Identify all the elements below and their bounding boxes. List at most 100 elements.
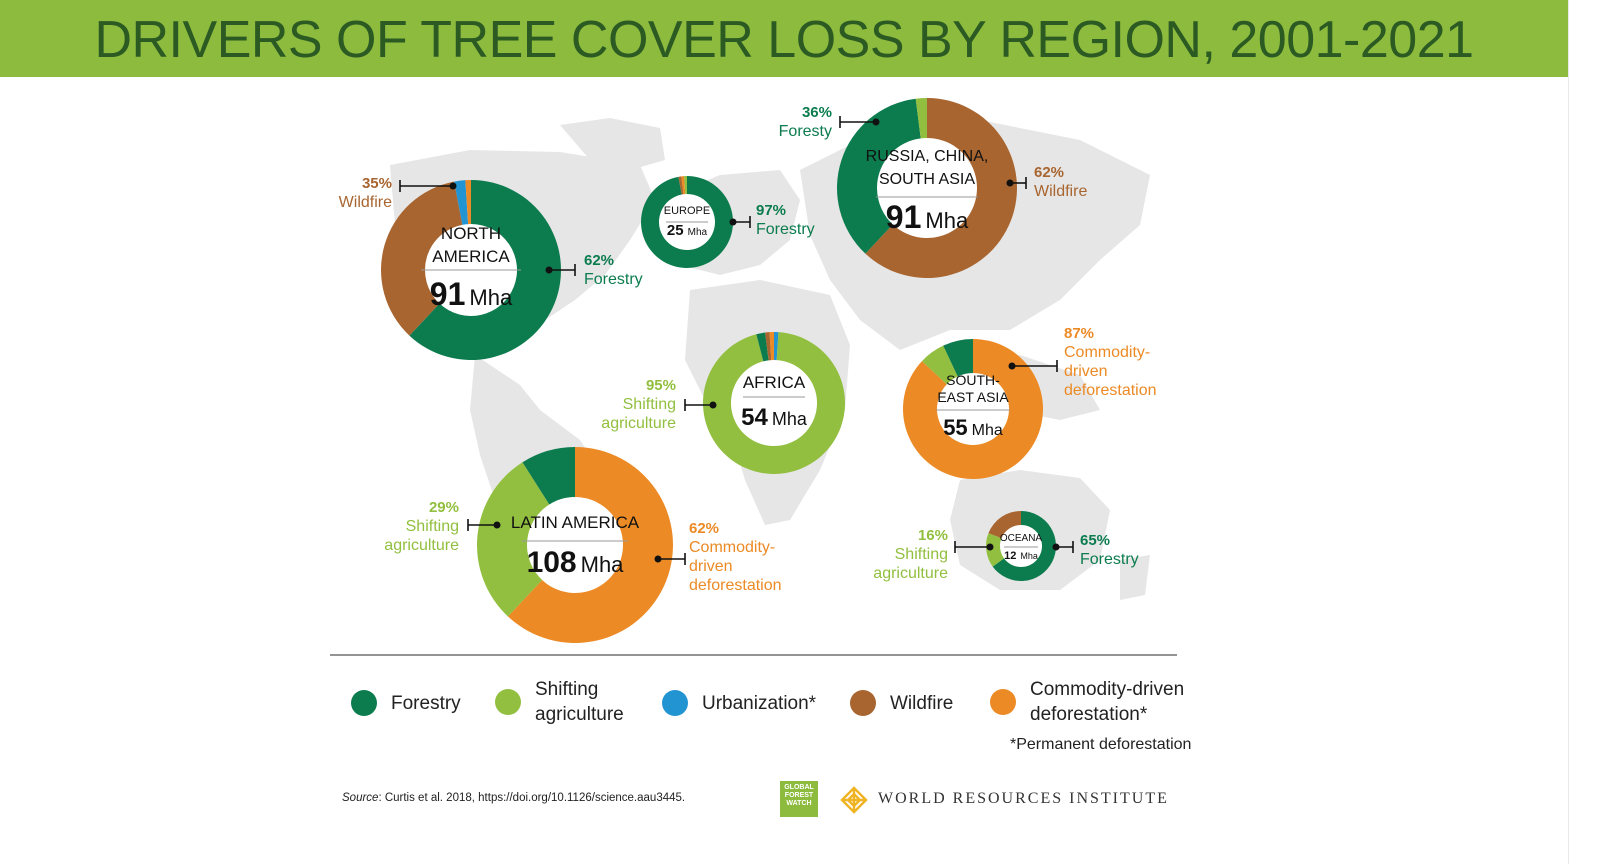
callout-percent: 36% — [802, 104, 832, 121]
region-total-unit: Mha — [925, 208, 969, 233]
callout-label: agriculture — [601, 415, 676, 432]
callout-label: agriculture — [873, 565, 948, 582]
legend-item-forestry: Forestry — [351, 690, 461, 716]
donut-hole — [857, 118, 997, 258]
legend-label-shifting-agriculture: Shifting agriculture — [535, 677, 624, 727]
legend-swatch-commodity — [990, 689, 1016, 715]
callout-dot — [872, 118, 880, 126]
callout-dot — [709, 401, 717, 409]
donut-europe: EUROPE 25 Mha 97% Forestry — [641, 176, 815, 268]
region-total-unit: Mha — [972, 422, 1003, 439]
callout-label: driven — [689, 558, 733, 575]
callout-label: Shifting — [406, 518, 459, 535]
callout-percent: 29% — [429, 499, 459, 516]
legend-swatch-urbanization — [662, 690, 688, 716]
region-total-value: 25 — [667, 222, 684, 239]
callout-label: agriculture — [384, 537, 459, 554]
region-name: EAST ASIA — [937, 389, 1009, 405]
legend-label-commodity: Commodity-driven deforestation* — [1030, 677, 1184, 727]
source-citation: Source: Curtis et al. 2018, https://doi.… — [342, 792, 685, 804]
callout-percent: 95% — [646, 377, 676, 394]
legend-label-line: deforestation* — [1030, 704, 1148, 725]
donut-latin_america: LATIN AMERICA 108 Mha 29% Shifting agricultur… — [384, 447, 782, 644]
donut-slice — [756, 332, 769, 362]
region-name: EUROPE — [664, 205, 710, 217]
callout-dot — [493, 521, 501, 529]
region-total-unit: Mha — [688, 227, 708, 238]
legend-item-urbanization: Urbanization* — [662, 690, 816, 716]
donut-hole — [993, 518, 1049, 574]
donut-slice — [380, 181, 463, 336]
legend-label-line: Shifting — [535, 679, 599, 700]
region-name: SOUTH ASIA — [879, 171, 975, 188]
region-name: OCEANA — [1000, 533, 1043, 544]
callout-percent: 62% — [584, 252, 614, 269]
donut-slice — [986, 533, 1005, 567]
region-total-value: 54 — [741, 404, 768, 431]
region-name: NORTH — [441, 224, 501, 243]
gfw-logo-line: GLOBAL — [784, 784, 814, 791]
callout-label: deforestation — [689, 577, 782, 594]
callout-label: Commodity- — [689, 539, 775, 556]
region-name: AFRICA — [743, 373, 806, 392]
donut-slice — [902, 339, 1043, 480]
donut-slice — [681, 176, 686, 195]
legend-item-commodity: Commodity-driven deforestation* — [990, 677, 1184, 727]
donut-north_america: NORTH AMERICA 91 Mha 35% Wildfire 62% Forestry — [339, 175, 643, 361]
donut-slice — [765, 332, 772, 361]
callout-label: driven — [1064, 363, 1108, 380]
donut-slice — [865, 98, 1018, 278]
donut-slice — [454, 180, 469, 225]
legend-item-wildfire: Wildfire — [850, 690, 953, 716]
callout-dot — [1052, 543, 1060, 551]
region-name: LATIN AMERICA — [511, 513, 640, 532]
callout-label: Commodity- — [1064, 344, 1150, 361]
callout-percent: 62% — [1034, 164, 1064, 181]
region-name: RUSSIA, CHINA, — [866, 148, 989, 165]
region-total-value: 91 — [886, 199, 922, 235]
donut-slice — [915, 98, 927, 139]
region-total: 25 Mha — [667, 222, 708, 239]
donut-slice — [774, 332, 779, 361]
callout-dot — [449, 182, 457, 190]
donut-slice — [702, 332, 845, 474]
legend: Forestry Shifting agriculture Urbanizati… — [340, 672, 1190, 742]
callout-label: Wildfire — [339, 194, 392, 211]
callout-label: Forestry — [756, 221, 815, 238]
legend-item-shifting-agriculture: Shifting agriculture — [495, 677, 624, 727]
wri-logo-icon — [840, 786, 868, 814]
donut-slice — [988, 511, 1021, 539]
region-total: 91 Mha — [430, 276, 513, 312]
source-prefix: Source — [342, 792, 379, 804]
legend-label-urbanization: Urbanization* — [702, 692, 817, 714]
source-text: : Curtis et al. 2018, https://doi.org/10… — [378, 792, 686, 804]
region-total: 55 Mha — [943, 415, 1003, 440]
donut-slice — [836, 98, 921, 254]
callout-dot — [986, 543, 994, 551]
callout-label: Wildfire — [1034, 183, 1087, 200]
region-total-unit: Mha — [772, 409, 808, 429]
callout-label: Forestry — [584, 271, 643, 288]
region-total-value: 12 — [1004, 550, 1016, 562]
legend-label-forestry: Forestry — [391, 692, 461, 714]
callout-dot — [729, 218, 737, 226]
legend-swatch-forestry — [351, 690, 377, 716]
callout-percent: 35% — [362, 175, 392, 192]
callout-label: Foresty — [779, 123, 832, 140]
donut-slice — [769, 332, 774, 361]
callout-label: Shifting — [623, 396, 676, 413]
region-total: 108 Mha — [527, 546, 625, 579]
callout-dot — [1006, 179, 1014, 187]
region-total-value: 55 — [943, 415, 967, 440]
page-title: DRIVERS OF TREE COVER LOSS BY REGION, 20… — [94, 11, 1474, 69]
legend-label-line: agriculture — [535, 704, 624, 725]
footnote: *Permanent deforestation — [1010, 736, 1192, 753]
legend-label-wildfire: Wildfire — [890, 692, 954, 714]
donut-slice — [641, 176, 733, 268]
region-total-unit: Mha — [469, 285, 513, 310]
callout-label: Shifting — [895, 546, 948, 563]
donut-oceania: OCEANA 12 Mha 16% Shifting agriculture 65% Fore… — [873, 511, 1139, 582]
wri-logo-text: WORLD RESOURCES INSTITUTE — [878, 790, 1169, 807]
